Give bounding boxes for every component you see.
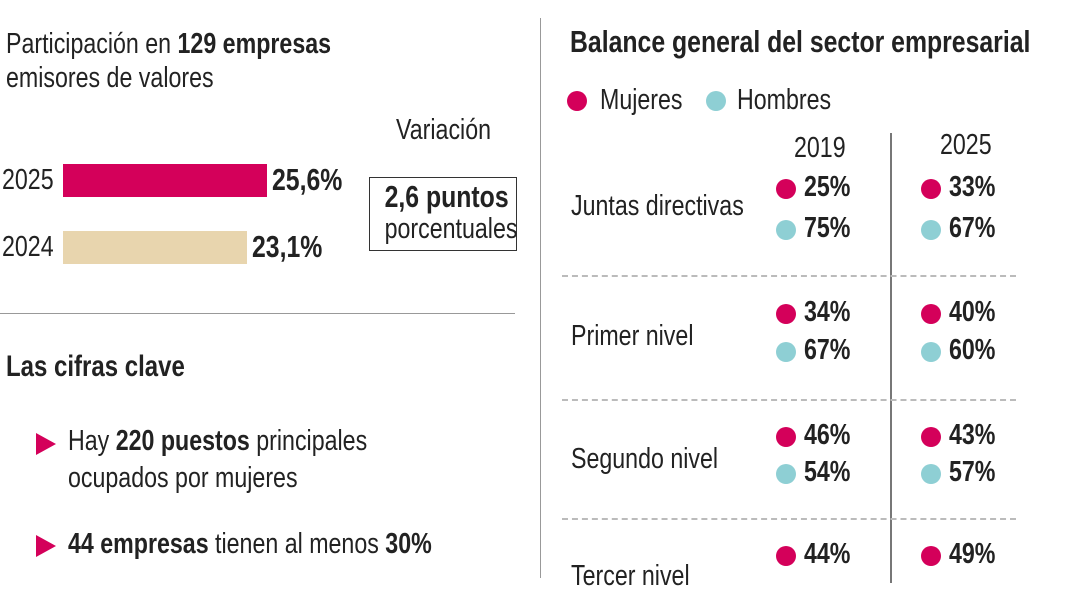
bar-2024 bbox=[63, 231, 248, 264]
year-divider bbox=[890, 133, 892, 583]
row-divider bbox=[562, 518, 1016, 520]
legend-hombres-dot bbox=[706, 91, 726, 111]
mujeres-dot bbox=[776, 427, 796, 447]
bar-category-label: 2025 bbox=[2, 164, 54, 196]
hombres-dot bbox=[921, 464, 941, 484]
row-divider bbox=[562, 275, 1016, 277]
row-label: Primer nivel bbox=[571, 320, 694, 352]
bullet-arrow-icon bbox=[36, 535, 56, 557]
mujeres-2025-value: 40% bbox=[949, 296, 996, 328]
key-figure-2: 44 empresas tienen al menos 30% bbox=[68, 528, 432, 560]
mujeres-dot bbox=[921, 546, 941, 566]
mujeres-2019-value: 44% bbox=[804, 538, 851, 570]
hombres-2019-value: 54% bbox=[804, 456, 851, 488]
mujeres-2019-value: 34% bbox=[804, 296, 851, 328]
mujeres-dot bbox=[776, 546, 796, 566]
hombres-dot bbox=[776, 464, 796, 484]
legend-hombres: Hombres bbox=[737, 84, 832, 116]
participation-title: Participación en 129 empresas bbox=[6, 28, 332, 60]
key-figure-1-line2: ocupados por mujeres bbox=[68, 462, 298, 494]
mujeres-2025-value: 33% bbox=[949, 171, 996, 203]
row-label: Tercer nivel bbox=[571, 560, 690, 592]
mujeres-dot bbox=[776, 179, 796, 199]
hombres-dot bbox=[776, 342, 796, 362]
bar-value-label: 23,1% bbox=[252, 229, 323, 264]
legend-mujeres: Mujeres bbox=[600, 84, 683, 116]
hombres-dot bbox=[921, 220, 941, 240]
bar-value-label: 25,6% bbox=[272, 162, 343, 197]
bar-category-label: 2024 bbox=[2, 231, 54, 263]
row-label: Juntas directivas bbox=[571, 190, 744, 222]
mujeres-dot bbox=[921, 304, 941, 324]
hombres-dot bbox=[776, 220, 796, 240]
mujeres-dot bbox=[921, 179, 941, 199]
mujeres-2019-value: 25% bbox=[804, 171, 851, 203]
variation-value: 2,6 puntos bbox=[384, 179, 509, 214]
row-label: Segundo nivel bbox=[571, 443, 719, 475]
hombres-2025-value: 57% bbox=[949, 456, 996, 488]
hombres-2025-value: 67% bbox=[949, 212, 996, 244]
bullet-arrow-icon bbox=[36, 433, 56, 455]
mujeres-2025-value: 49% bbox=[949, 538, 996, 570]
year-2025-header: 2025 bbox=[940, 129, 992, 161]
legend-mujeres-dot bbox=[567, 91, 587, 111]
balance-title: Balance general del sector empresarial bbox=[570, 24, 1031, 59]
mujeres-2025-value: 43% bbox=[949, 419, 996, 451]
hombres-2019-value: 75% bbox=[804, 212, 851, 244]
section-divider bbox=[0, 313, 515, 314]
bar-2025 bbox=[63, 164, 268, 197]
hombres-dot bbox=[921, 342, 941, 362]
variation-box: 2,6 puntos porcentuales bbox=[369, 177, 517, 251]
key-figure-1: Hay 220 puestos principales bbox=[68, 425, 368, 457]
hombres-2019-value: 67% bbox=[804, 334, 851, 366]
year-2019-header: 2019 bbox=[794, 132, 846, 164]
variation-label: Variación bbox=[396, 114, 491, 146]
key-figures-title: Las cifras clave bbox=[6, 350, 185, 383]
row-divider bbox=[562, 399, 1016, 401]
hombres-2025-value: 60% bbox=[949, 334, 996, 366]
mujeres-dot bbox=[776, 304, 796, 324]
mujeres-dot bbox=[921, 427, 941, 447]
variation-unit: porcentuales bbox=[384, 213, 518, 245]
column-divider bbox=[540, 18, 541, 578]
participation-subtitle: emisores de valores bbox=[6, 62, 214, 94]
mujeres-2019-value: 46% bbox=[804, 419, 851, 451]
